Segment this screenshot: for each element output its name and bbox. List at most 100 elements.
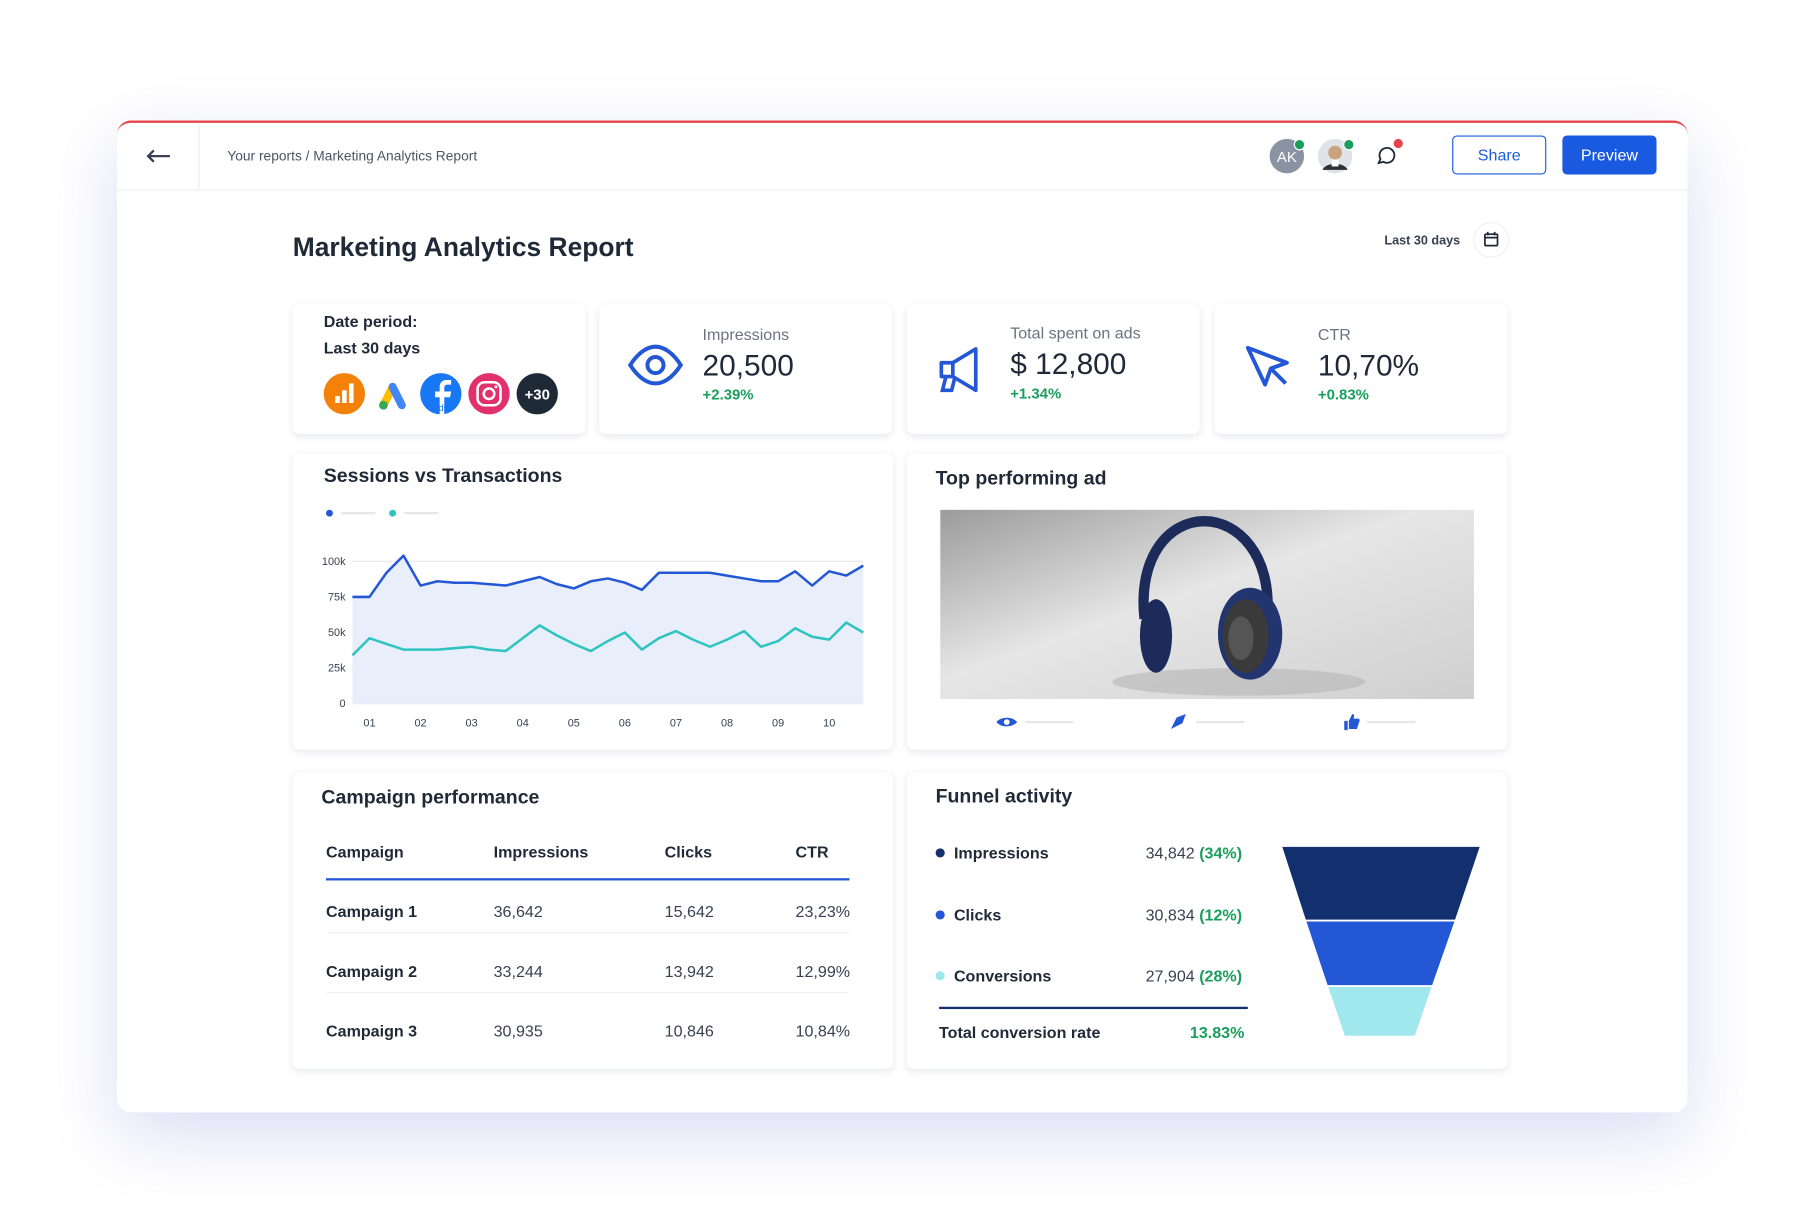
total-label: Total conversion rate xyxy=(939,1022,1101,1042)
cursor-icon xyxy=(1245,345,1289,387)
row-label: Campaign 1 xyxy=(326,902,418,921)
kpi-label: Total spent on ads xyxy=(1010,323,1141,343)
funnel-label: Conversions xyxy=(953,966,1052,985)
funnel-value: 30,834 xyxy=(1145,905,1195,924)
facebook-caption: ads xyxy=(433,402,449,414)
area xyxy=(352,555,864,704)
column-header[interactable]: CTR xyxy=(795,842,829,861)
ad-title: Top performing ad xyxy=(935,467,1107,490)
column-header[interactable]: Impressions xyxy=(493,842,589,861)
legend-dot xyxy=(935,971,945,981)
funnel-stage xyxy=(1279,845,1483,922)
date-period-label: Date period: xyxy=(323,312,418,331)
funnel-stage xyxy=(1325,985,1434,1038)
eye-icon xyxy=(627,344,684,386)
funnel-title: Funnel activity xyxy=(935,785,1073,808)
cell: 23,23% xyxy=(795,902,851,921)
x-tick-label: 06 xyxy=(619,718,631,730)
x-tick-label: 02 xyxy=(414,718,426,730)
cell: 10,846 xyxy=(664,1021,714,1041)
preview-button[interactable]: Preview xyxy=(1562,135,1657,175)
table-card xyxy=(292,772,894,1069)
x-tick-label: 08 xyxy=(721,718,733,730)
kpi-change: +1.34% xyxy=(1010,384,1062,402)
funnel-value: 34,842 xyxy=(1145,843,1195,863)
header-divider xyxy=(117,189,1688,191)
share-button[interactable]: Share xyxy=(1452,135,1547,175)
status-dot xyxy=(1343,138,1355,151)
y-tick-label: 50k xyxy=(328,627,346,639)
kpi-change: +2.39% xyxy=(702,385,754,403)
x-tick-label: 10 xyxy=(823,718,835,730)
funnel-share: (12%) xyxy=(1199,905,1243,924)
status-dot xyxy=(1293,138,1306,151)
funnel-value-group: 34,842 (34%) xyxy=(1068,843,1243,863)
total-value: 13.83% xyxy=(1189,1022,1245,1042)
more-sources[interactable]: +30 xyxy=(524,385,550,403)
funnel-stage xyxy=(1304,919,1457,987)
calendar-button[interactable] xyxy=(1473,222,1510,259)
kpi-value: $ 12,800 xyxy=(1010,346,1127,382)
funnel-value: 27,904 xyxy=(1145,966,1195,985)
legend-placeholder xyxy=(404,511,439,515)
kpi-card xyxy=(906,304,1200,434)
line xyxy=(352,554,864,599)
legend-dot xyxy=(935,848,945,858)
kpi-value: 10,70% xyxy=(1317,347,1420,383)
legend-placeholder xyxy=(340,511,376,515)
kpi-label: CTR xyxy=(1317,324,1351,344)
cell: 33,244 xyxy=(493,961,543,981)
ad-image xyxy=(940,509,1474,700)
report-title: Marketing Analytics Report xyxy=(292,231,634,262)
y-tick-label: 75k xyxy=(328,591,346,603)
funnel-shape xyxy=(1279,845,1483,1038)
header-rule xyxy=(326,878,850,881)
cell: 13,942 xyxy=(664,961,714,981)
notification-dot xyxy=(1393,138,1403,149)
funnel-share: (34%) xyxy=(1199,843,1243,863)
line xyxy=(351,621,864,657)
funnel-share: (28%) xyxy=(1199,966,1243,985)
cell: 15,642 xyxy=(664,902,714,921)
x-tick-label: 05 xyxy=(568,718,580,730)
ad-stats xyxy=(996,714,1416,731)
funnel-value-group: 27,904 (28%) xyxy=(1068,966,1243,985)
date-filter[interactable]: Last 30 days xyxy=(1384,234,1461,248)
comments-icon[interactable] xyxy=(1368,138,1403,174)
column-header[interactable]: Clicks xyxy=(664,842,713,861)
kpi-change: +0.83% xyxy=(1317,385,1369,403)
cell: 12,99% xyxy=(795,961,851,981)
row-divider xyxy=(326,932,850,934)
date-period-value: Last 30 days xyxy=(323,338,421,358)
kpi-card xyxy=(1214,304,1508,434)
total-rule xyxy=(939,1006,1248,1010)
source-icons xyxy=(323,373,558,415)
back-divider xyxy=(198,122,200,190)
x-tick-label: 03 xyxy=(466,718,478,730)
x-tick-label: 04 xyxy=(517,718,529,730)
back-arrow[interactable] xyxy=(145,147,173,165)
x-tick-label: 01 xyxy=(363,718,375,730)
y-tick-label: 100k xyxy=(322,556,346,568)
chart-title: Sessions vs Transactions xyxy=(323,464,563,487)
legend-marker xyxy=(326,509,333,517)
funnel-label: Impressions xyxy=(953,843,1049,863)
x-tick-label: 09 xyxy=(772,718,784,730)
kpi-value: 20,500 xyxy=(702,347,794,383)
y-tick-label: 0 xyxy=(339,698,345,710)
legend-dot xyxy=(935,909,945,919)
table-title: Campaign performance xyxy=(321,786,540,809)
line-chart: 0 25k 50k 75k 100k 01 02 03 04 05 06 07 08 09 10 xyxy=(322,509,864,730)
cell: 36,642 xyxy=(493,902,543,921)
funnel-label: Clicks xyxy=(953,905,1002,924)
cell: 10,84% xyxy=(795,1021,851,1041)
megaphone-icon xyxy=(939,347,978,393)
y-tick-label: 25k xyxy=(328,663,346,675)
row-divider xyxy=(326,991,850,993)
column-header[interactable]: Campaign xyxy=(326,842,404,861)
cell: 30,935 xyxy=(493,1021,543,1041)
row-label: Campaign 3 xyxy=(326,1021,418,1041)
breadcrumb[interactable]: Your reports / Marketing Analytics Repor… xyxy=(227,148,478,165)
kpi-label: Impressions xyxy=(702,324,790,344)
